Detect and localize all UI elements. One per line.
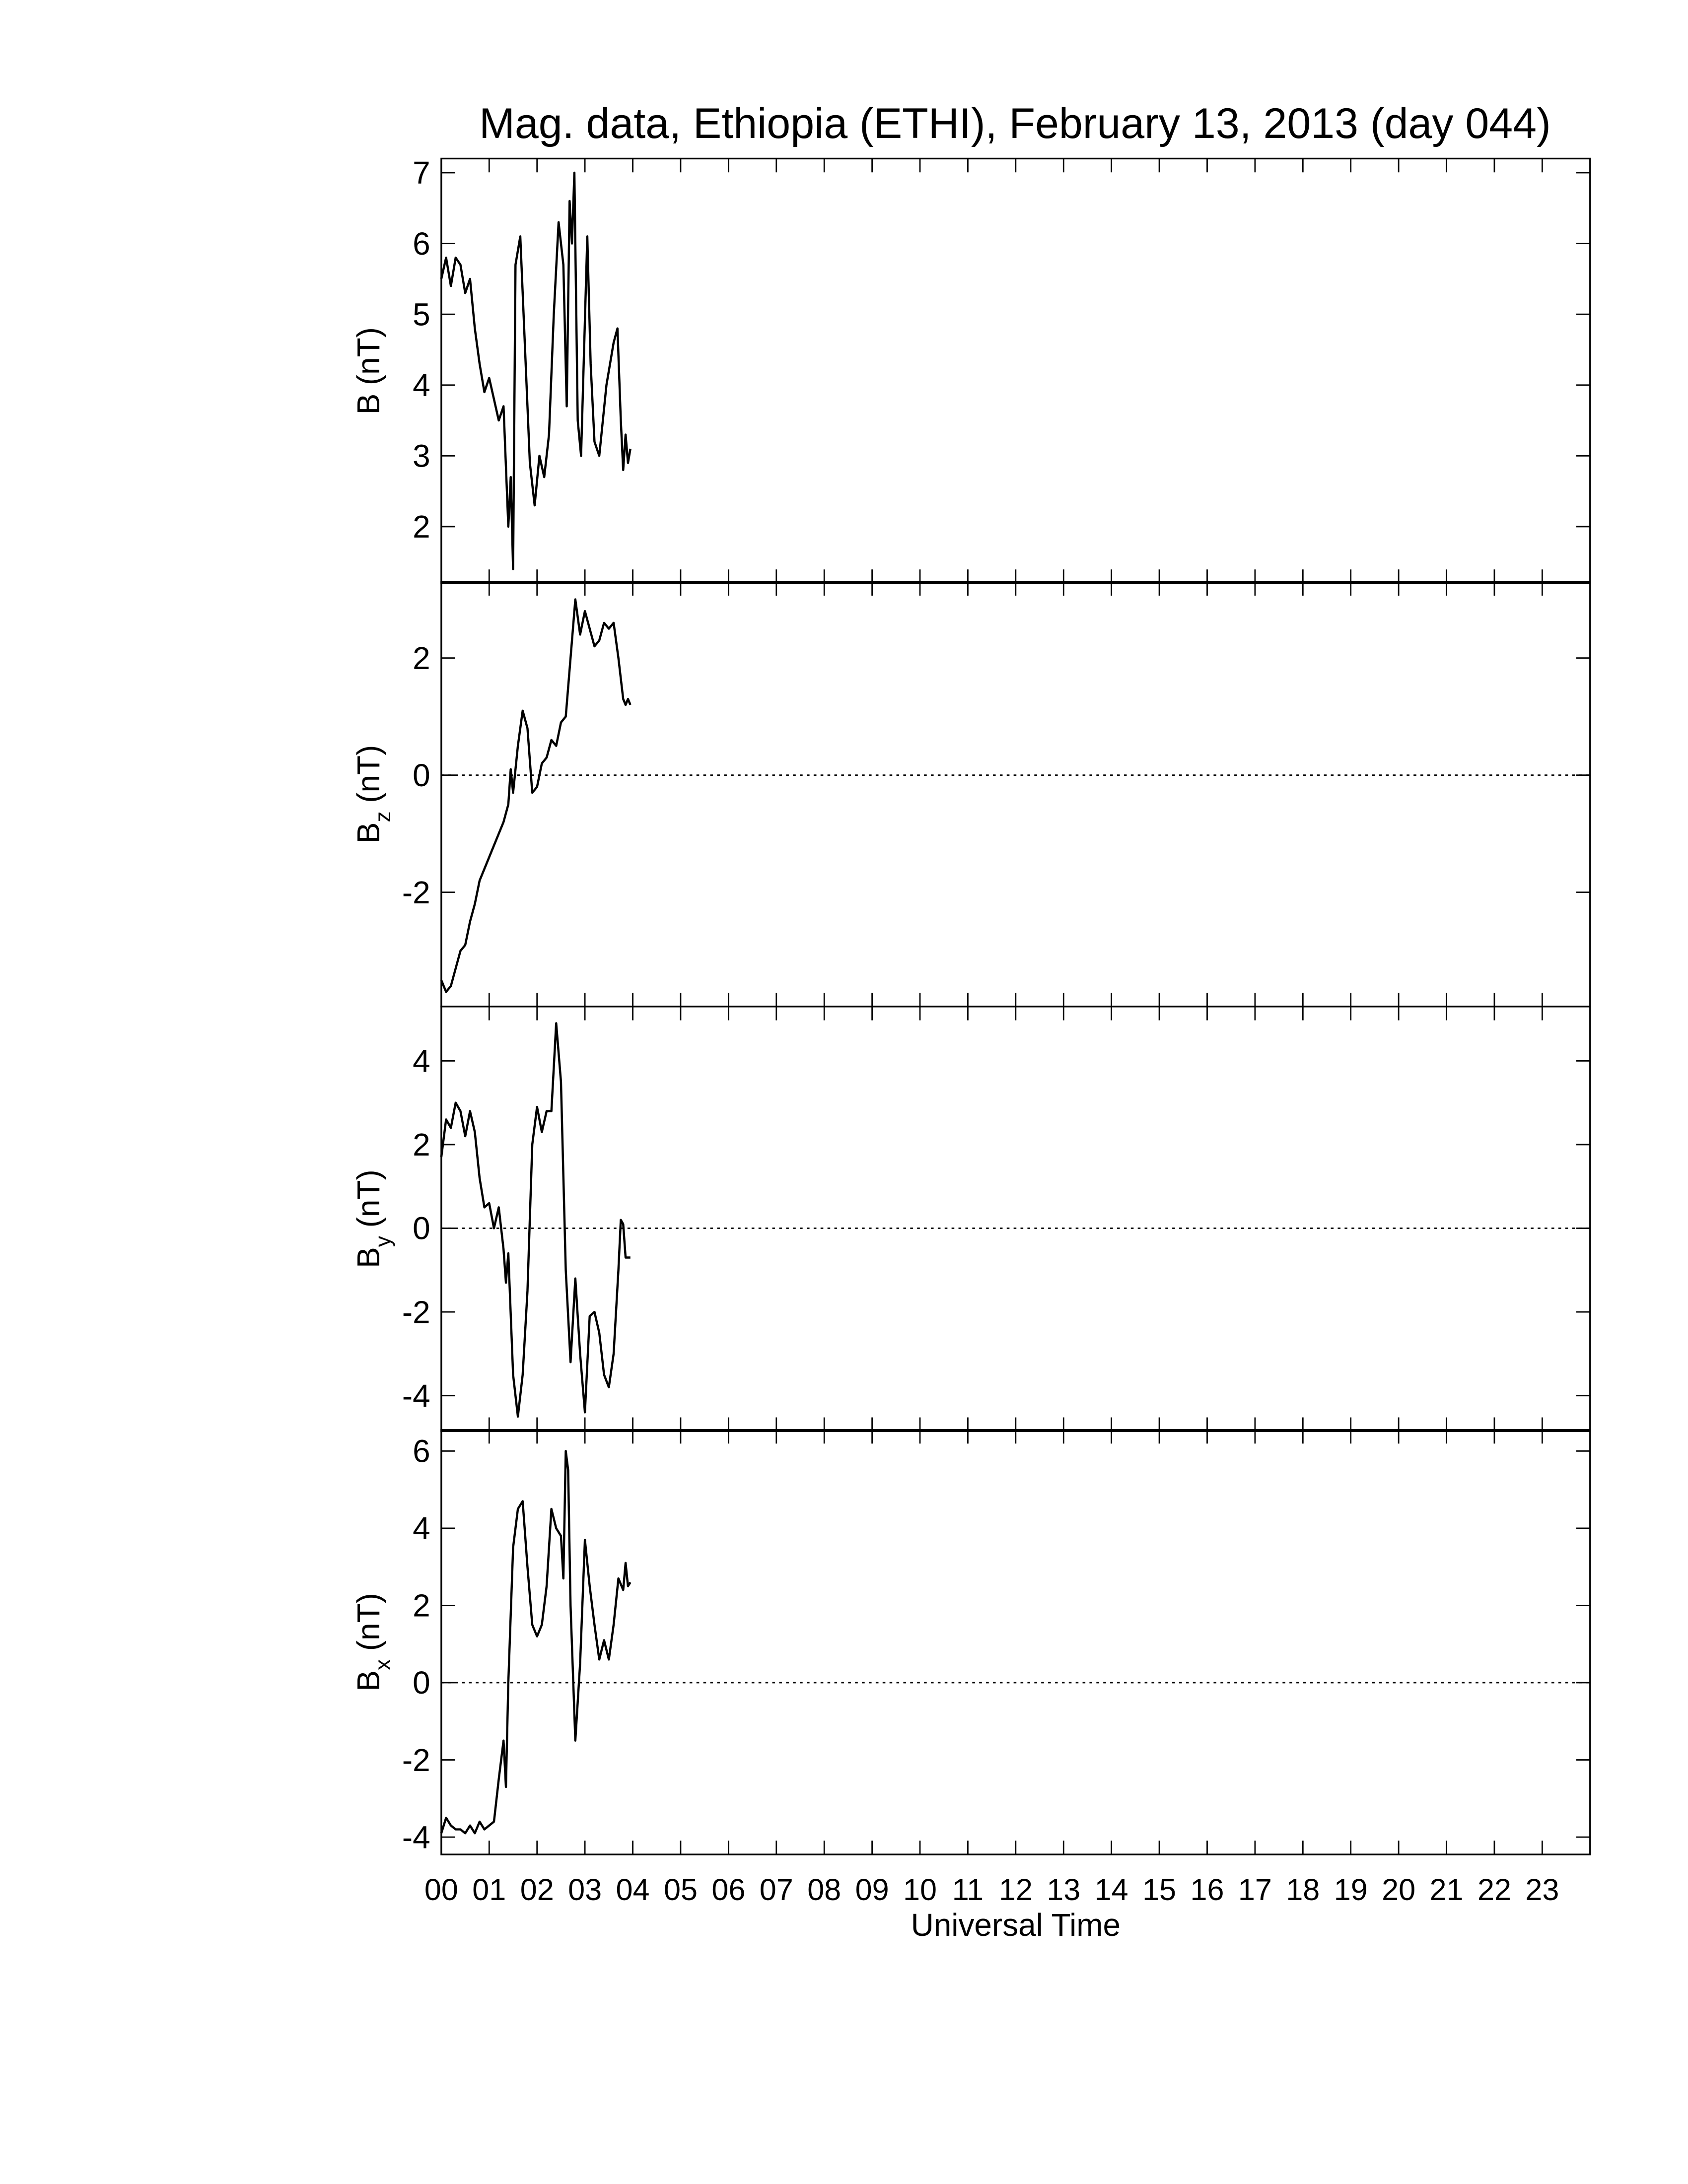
x-tick-label: 04	[616, 1873, 650, 1907]
y-axis-label-unit: (nT)	[351, 327, 386, 385]
x-tick-label: 15	[1142, 1873, 1176, 1907]
y-axis-label: By (nT)	[351, 1169, 395, 1268]
x-axis-label: Universal Time	[911, 1907, 1121, 1943]
x-tick-label: 05	[664, 1873, 698, 1907]
y-tick-label: 2	[413, 1588, 430, 1624]
y-axis-label-sub: x	[371, 1659, 395, 1670]
y-tick-label: 4	[413, 1043, 430, 1079]
y-tick-label: 0	[413, 1665, 430, 1701]
y-axis-label-sub: y	[371, 1235, 395, 1247]
y-tick-label: 0	[413, 1211, 430, 1246]
y-axis-label-base: B	[351, 1247, 386, 1268]
x-tick-label: 13	[1047, 1873, 1080, 1907]
y-axis-label-sub: z	[371, 811, 395, 822]
y-axis-label-base: B	[351, 1670, 386, 1692]
y-tick-label: 5	[413, 296, 430, 332]
x-tick-label: 07	[760, 1873, 793, 1907]
y-tick-label: 0	[413, 757, 430, 793]
y-tick-label: 6	[413, 226, 430, 262]
y-axis-label-base: B	[351, 394, 386, 415]
x-tick-label: 02	[520, 1873, 554, 1907]
x-tick-label: 12	[999, 1873, 1033, 1907]
y-tick-label: 7	[413, 155, 430, 191]
x-tick-label: 22	[1477, 1873, 1511, 1907]
y-tick-label: 6	[413, 1433, 430, 1469]
x-tick-label: 21	[1430, 1873, 1464, 1907]
y-axis-label-base: B	[351, 822, 386, 844]
data-line	[440, 1022, 631, 1418]
chart-title: Mag. data, Ethiopia (ETHI), February 13,…	[479, 100, 1551, 147]
x-tick-label: 01	[472, 1873, 506, 1907]
x-tick-label: 23	[1525, 1873, 1559, 1907]
y-axis-label-unit: (nT)	[351, 1169, 386, 1228]
x-tick-label: 20	[1382, 1873, 1415, 1907]
data-line	[440, 1450, 632, 1835]
x-tick-label: 16	[1190, 1873, 1224, 1907]
y-tick-label: 4	[413, 367, 430, 403]
x-tick-label: 14	[1095, 1873, 1128, 1907]
x-tick-label: 11	[952, 1873, 984, 1907]
y-tick-label: -2	[402, 1294, 430, 1330]
x-tick-label: 17	[1238, 1873, 1272, 1907]
y-axis-label: B (nT)	[351, 327, 386, 414]
y-tick-label: 2	[413, 509, 430, 545]
y-axis-label: Bz (nT)	[351, 745, 395, 844]
x-tick-label: 09	[855, 1873, 889, 1907]
y-tick-label: -4	[402, 1819, 430, 1855]
y-tick-label: 2	[413, 640, 430, 676]
x-tick-label: 18	[1286, 1873, 1320, 1907]
x-tick-label: 10	[903, 1873, 937, 1907]
x-tick-label: 00	[424, 1873, 458, 1907]
data-line	[440, 598, 632, 993]
y-tick-label: 4	[413, 1510, 430, 1546]
y-tick-label: -4	[402, 1378, 430, 1414]
x-tick-label: 06	[711, 1873, 745, 1907]
y-axis-label: Bx (nT)	[351, 1593, 395, 1692]
y-tick-label: -2	[402, 875, 430, 910]
y-tick-label: 2	[413, 1127, 430, 1162]
y-axis-label-unit: (nT)	[351, 1593, 386, 1651]
x-tick-label: 03	[568, 1873, 602, 1907]
x-tick-label: 08	[807, 1873, 841, 1907]
y-tick-label: -2	[402, 1742, 430, 1778]
data-line	[440, 171, 632, 570]
x-tick-label: 19	[1334, 1873, 1368, 1907]
y-tick-label: 3	[413, 438, 430, 474]
y-axis-label-unit: (nT)	[351, 745, 386, 803]
